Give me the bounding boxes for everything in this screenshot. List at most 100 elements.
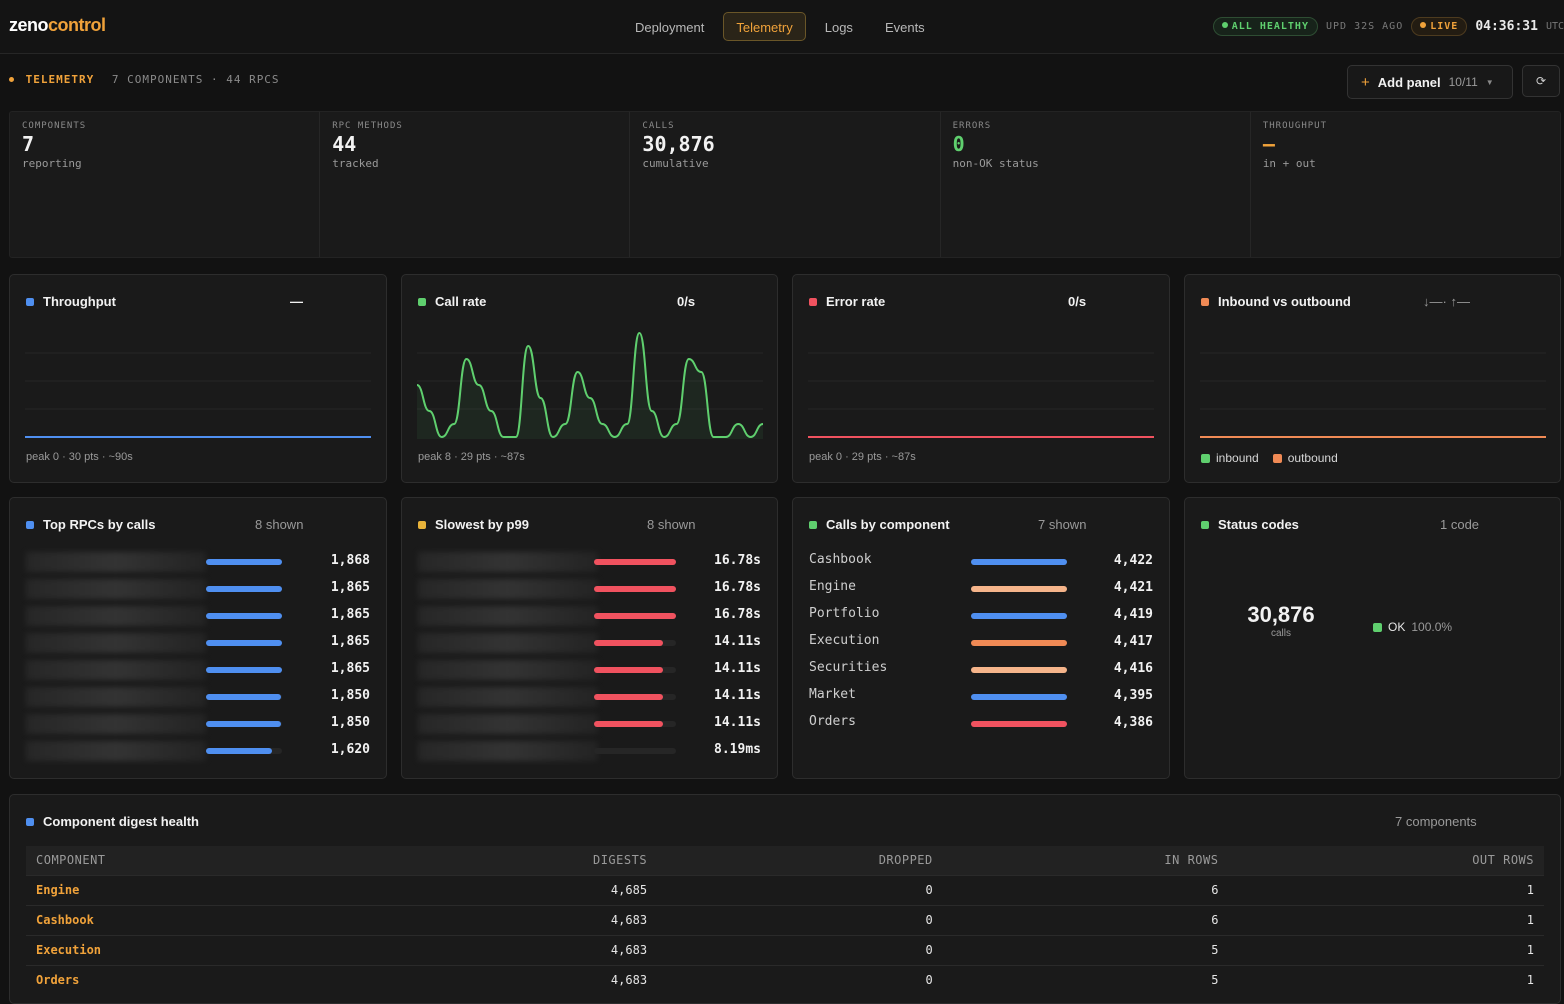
col-dropped[interactable]: DROPPED [878,853,933,868]
table-row[interactable]: Execution 4,683 0 5 1 [26,934,1544,965]
bar-row[interactable]: 14.11s [418,630,761,657]
bar-row[interactable]: 16.78s [418,576,761,603]
bar-value: 1,620 [330,742,370,757]
table-body: Engine 4,685 0 6 1 Cashbook 4,683 0 6 1 Execution 4… [26,874,1544,995]
series-line-call-rate [417,331,763,439]
bar-row[interactable]: 1,865 [26,603,370,630]
rpc-name-redacted [418,714,598,734]
call-rate-panel[interactable]: Call rate 0/s peak 8 · 29 pts · ~87s [401,274,778,483]
component-row[interactable]: Portfolio 4,419 [809,603,1153,630]
bar-fill [206,721,282,727]
table-row[interactable]: Orders 4,683 0 5 1 [26,964,1544,995]
panel-footer: peak 0 · 29 pts · ~87s [809,451,916,463]
status-codes-panel[interactable]: Status codes 1 code 30,876 calls OK 100.0% [1184,497,1561,779]
series-swatch-icon [1201,520,1209,529]
throughput-chart [25,352,371,438]
app-logo[interactable]: zenocontrol [9,15,106,36]
col-component[interactable]: COMPONENT [36,853,106,868]
bar-value: 16.78s [714,553,761,568]
bar-row[interactable]: 14.11s [418,684,761,711]
total-calls-value: 30,876 [1247,602,1315,627]
bar-row[interactable]: 1,850 [26,684,370,711]
table-row[interactable]: Cashbook 4,683 0 6 1 [26,904,1544,935]
cell-digests: 4,683 [371,964,658,995]
panel-title: Throughput [26,294,116,309]
bar-track [971,559,1067,565]
component-name: Market [809,687,856,702]
stat-sub: non-OK status [952,157,1039,170]
add-panel-button[interactable]: + Add panel 10/11 ▼ [1347,65,1513,99]
panel-title: Inbound vs outbound [1201,294,1351,309]
component-row[interactable]: Orders 4,386 [809,711,1153,738]
slowest-panel[interactable]: Slowest by p99 8 shown 16.78s 16.78s 16.78… [401,497,778,779]
panel-title: Slowest by p99 [418,517,529,532]
bar-row[interactable]: 14.11s [418,657,761,684]
col-in-rows[interactable]: IN ROWS [1164,853,1219,868]
bar-row[interactable]: 1,868 [26,549,370,576]
error-rate-panel[interactable]: Error rate 0/s peak 0 · 29 pts · ~87s [792,274,1170,483]
panel-count: 8 shown [255,517,304,532]
cell-out-rows: 1 [1228,904,1544,935]
bar-fill [594,667,663,673]
bar-row[interactable]: 14.11s [418,711,761,738]
component-name: Orders [809,714,856,729]
table-row[interactable]: Engine 4,685 0 6 1 [26,874,1544,905]
calls-by-component-panel[interactable]: Calls by component 7 shown Cashbook 4,422… [792,497,1170,779]
bar-row[interactable]: 1,865 [26,576,370,603]
panel-title: Component digest health [26,814,199,829]
stat-value: 44 [332,132,357,156]
rpc-name-redacted [26,579,206,599]
stat-calls: CALLS 30,876 cumulative [630,112,941,257]
panel-title-text: Status codes [1218,517,1299,532]
live-badge[interactable]: LIVE [1411,17,1468,36]
throughput-panel[interactable]: Throughput — peak 0 · 30 pts · ~90s [9,274,387,483]
top-rpcs-panel[interactable]: Top RPCs by calls 8 shown 1,868 1,865 1,86… [9,497,387,779]
bar-value: 14.11s [714,634,761,649]
cell-dropped: 0 [657,964,943,995]
panel-title: Call rate [418,294,486,309]
tab-telemetry[interactable]: Telemetry [723,12,806,41]
bar-fill [206,640,282,646]
status-ok-legend: OK 100.0% [1373,620,1452,634]
bar-row[interactable]: 1,865 [26,630,370,657]
stat-sub: cumulative [642,157,709,170]
component-row[interactable]: Market 4,395 [809,684,1153,711]
component-row[interactable]: Execution 4,417 [809,630,1153,657]
inbound-outbound-panel[interactable]: Inbound vs outbound ↓—· ↑— inbound outbo… [1184,274,1561,483]
bar-row[interactable]: 1,620 [26,738,370,765]
component-row[interactable]: Securities 4,416 [809,657,1153,684]
logo-text-b: control [48,15,106,35]
bar-row[interactable]: 8.19ms [418,738,761,765]
bar-row[interactable]: 1,850 [26,711,370,738]
stats-strip: COMPONENTS 7 reporting RPC METHODS 44 tracke… [9,111,1561,258]
panel-value: — [290,294,303,309]
cell-component[interactable]: Engine [26,874,372,905]
bar-value: 8.19ms [714,742,761,757]
panel-title-text: Error rate [826,294,886,309]
bar-fill [594,721,663,727]
stat-value: — [1262,132,1275,156]
col-digests[interactable]: DIGESTS [592,853,648,868]
bar-row[interactable]: 16.78s [418,603,761,630]
cell-component[interactable]: Orders [26,964,372,995]
cell-component[interactable]: Cashbook [26,904,372,935]
panel-count: 10/11 [1448,75,1478,89]
component-name: Securities [809,660,888,675]
cell-component[interactable]: Execution [26,934,372,965]
series-swatch-icon [26,520,34,529]
rpc-name-redacted [418,687,598,707]
tab-logs[interactable]: Logs [824,20,853,35]
tab-deployment[interactable]: Deployment [635,20,705,35]
table-header-row: COMPONENT DIGESTS DROPPED IN ROWS OUT RO… [26,846,1544,875]
error-rate-chart [808,352,1154,438]
bar-fill [971,640,1067,646]
refresh-button[interactable]: ⟳ [1522,65,1560,97]
bar-row[interactable]: 1,865 [26,657,370,684]
col-out-rows[interactable]: OUT ROWS [1472,853,1534,868]
component-row[interactable]: Cashbook 4,422 [809,549,1153,576]
bar-row[interactable]: 16.78s [418,549,761,576]
component-row[interactable]: Engine 4,421 [809,576,1153,603]
bar-value: 4,395 [1113,688,1153,703]
cell-digests: 4,683 [371,934,658,965]
tab-events[interactable]: Events [884,20,925,35]
